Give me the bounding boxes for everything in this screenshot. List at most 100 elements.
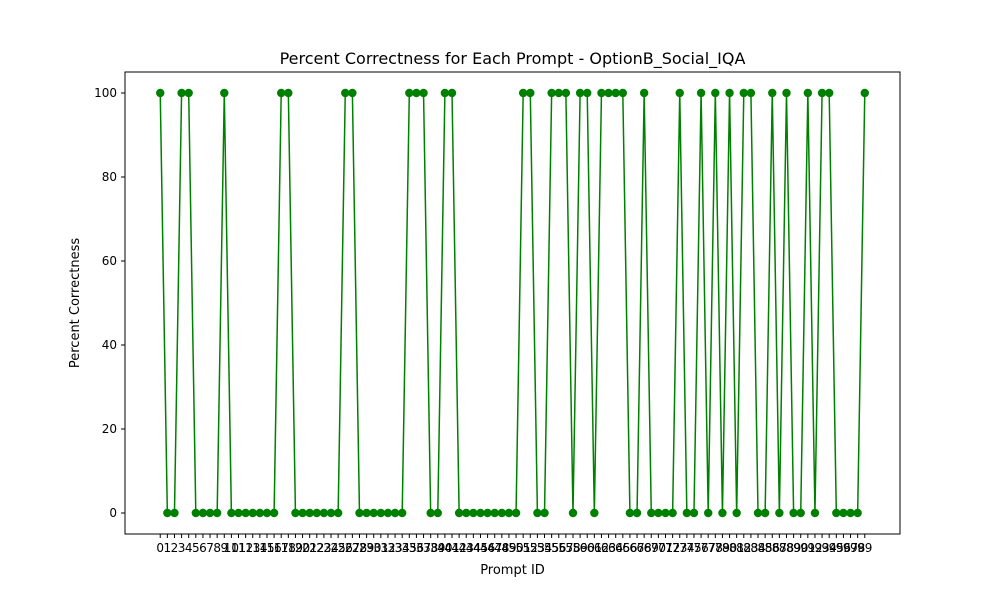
data-point [476, 508, 485, 518]
data-point [682, 508, 692, 518]
x-tick-label: 91 [800, 541, 815, 555]
x-tick-label: 66 [622, 541, 637, 555]
plot-frame [124, 71, 901, 535]
data-point [711, 88, 720, 98]
data-point [156, 88, 165, 98]
x-tick-label: 47 [487, 541, 502, 555]
data-point [668, 508, 677, 518]
x-tick-label: 99 [857, 541, 872, 555]
data-point [170, 508, 179, 518]
x-tick-label: 59 [572, 541, 587, 555]
data-point [604, 88, 613, 98]
data-point [426, 508, 435, 518]
x-tick-label: 82 [736, 541, 751, 555]
data-point [760, 508, 770, 518]
x-tick-label: 67 [629, 541, 644, 555]
data-point [718, 508, 727, 518]
data-point [298, 508, 307, 518]
x-tick-label: 19 [288, 541, 303, 555]
data-point [198, 508, 208, 518]
data-point [775, 508, 784, 518]
x-tick-label: 41 [444, 541, 459, 555]
data-point [383, 508, 393, 518]
x-tick-label: 86 [765, 541, 780, 555]
x-tick-label: 15 [259, 541, 274, 555]
x-tick-label: 79 [715, 541, 730, 555]
data-point [853, 508, 862, 518]
x-tick-label: 74 [679, 541, 694, 555]
data-point [255, 508, 265, 518]
x-tick-label: 30 [366, 541, 381, 555]
data-point [355, 508, 364, 518]
data-point [597, 88, 606, 98]
data-point [412, 88, 421, 98]
x-tick-label: 88 [779, 541, 794, 555]
data-point [547, 88, 556, 98]
chart-title: Percent Correctness for Each Prompt - Op… [280, 49, 746, 69]
data-point [533, 508, 542, 518]
x-tick-label: 9 [220, 541, 228, 555]
x-tick-label: 80 [722, 541, 737, 555]
x-tick-label: 26 [338, 541, 353, 555]
x-tick-label: 85 [757, 541, 772, 555]
data-point [284, 88, 293, 98]
x-tick-label: 8 [213, 541, 221, 555]
data-point [177, 88, 186, 98]
x-tick-label: 63 [601, 541, 616, 555]
y-tick-label: 80 [102, 170, 117, 184]
x-tick-label: 45 [473, 541, 488, 555]
data-point [341, 88, 350, 98]
data-point [184, 88, 193, 98]
x-tick-label: 37 [416, 541, 431, 555]
x-tick-label: 83 [743, 541, 758, 555]
x-tick-label: 69 [644, 541, 659, 555]
data-point [675, 88, 684, 98]
data-point [661, 508, 670, 518]
data-point [312, 508, 321, 518]
x-tick-label: 48 [494, 541, 509, 555]
x-tick-label: 23 [316, 541, 331, 555]
x-tick-label: 84 [750, 541, 765, 555]
data-point [234, 508, 243, 518]
data-point [583, 88, 592, 98]
x-tick-label: 13 [245, 541, 260, 555]
data-point [704, 508, 713, 518]
data-point [824, 88, 834, 98]
data-point [440, 88, 450, 98]
x-tick-label: 64 [608, 541, 623, 555]
data-point [554, 88, 563, 98]
x-tick-label: 76 [693, 541, 708, 555]
x-tick-label: 33 [387, 541, 402, 555]
data-point [390, 508, 400, 518]
data-point [419, 88, 428, 98]
data-point [163, 508, 172, 518]
x-tick-label: 3 [178, 541, 186, 555]
data-point [639, 88, 649, 98]
x-tick-label: 49 [501, 541, 516, 555]
x-tick-label: 50 [508, 541, 523, 555]
data-point [397, 508, 407, 518]
data-point [497, 508, 507, 518]
x-tick-label: 89 [786, 541, 801, 555]
x-tick-label: 31 [373, 541, 388, 555]
x-tick-label: 95 [829, 541, 844, 555]
x-tick-label: 70 [651, 541, 666, 555]
data-point [248, 508, 257, 518]
data-point [511, 508, 521, 518]
data-point [768, 88, 777, 98]
y-tick-label: 40 [102, 338, 117, 352]
y-tick-label: 20 [102, 422, 117, 436]
x-tick-label: 62 [594, 541, 609, 555]
x-tick-label: 87 [772, 541, 787, 555]
x-tick-label: 44 [466, 541, 481, 555]
data-point [333, 508, 343, 518]
x-tick-label: 38 [423, 541, 438, 555]
data-point [846, 508, 855, 518]
data-point [369, 508, 378, 518]
data-point [753, 508, 763, 518]
data-point [575, 88, 585, 98]
x-tick-label: 92 [807, 541, 822, 555]
data-point [654, 508, 663, 518]
